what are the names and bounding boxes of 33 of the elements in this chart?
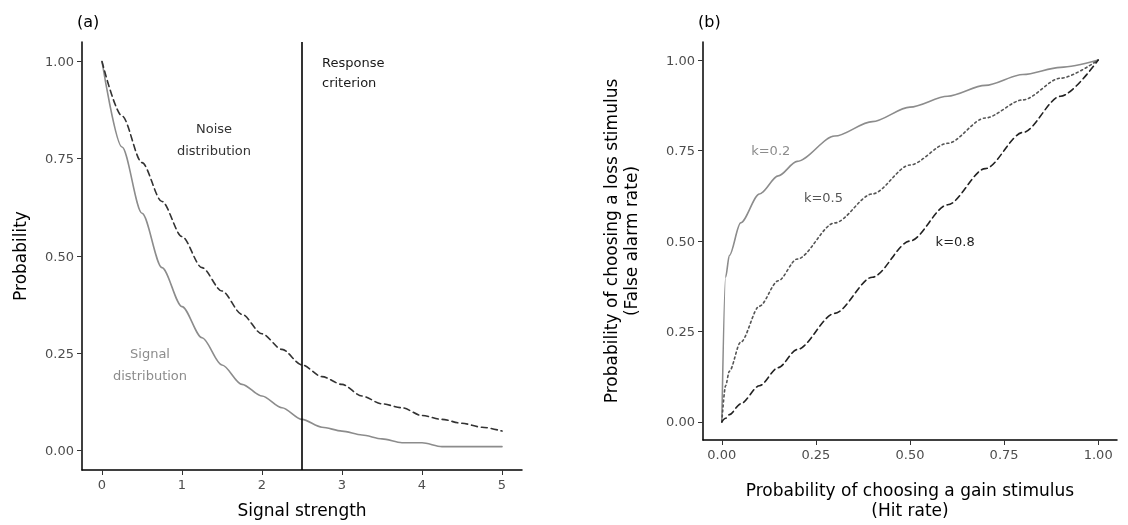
x-tick-label: 0.50 bbox=[895, 447, 925, 462]
x-tick-label: 1.00 bbox=[1083, 447, 1113, 462]
y-tick-label: 0.50 bbox=[45, 248, 74, 264]
x-tick-label: 4 bbox=[417, 477, 427, 492]
ref-line-label: Response criterion bbox=[322, 54, 385, 90]
y-tick-label: 0.25 bbox=[45, 345, 74, 361]
y-tick-label: 0.00 bbox=[666, 414, 695, 430]
x-axis-title: Signal strength bbox=[237, 500, 367, 520]
series-label: Signal distribution bbox=[112, 346, 188, 384]
text: Noise distribution bbox=[176, 120, 252, 158]
x-axis-title: Probability of choosing a gain stimulus (Hit rate) bbox=[745, 480, 1075, 520]
x-tick-label: 5 bbox=[497, 477, 507, 492]
line-series bbox=[721, 59, 1099, 423]
x-tick-label: 0.00 bbox=[707, 447, 737, 462]
x-tick-label: 0 bbox=[97, 477, 107, 492]
y-tick-label: 0.50 bbox=[666, 233, 695, 249]
y-tick-label: 1.00 bbox=[666, 52, 695, 68]
series-label: k=0.8 bbox=[935, 233, 975, 249]
x-tick-label: 0.75 bbox=[989, 447, 1019, 462]
y-tick-label: 0.75 bbox=[45, 151, 74, 167]
chart-title: (b) bbox=[698, 11, 721, 31]
x-tick-label: 2 bbox=[257, 477, 267, 492]
y-tick-label: 0.75 bbox=[666, 143, 695, 159]
series-label: k=0.2 bbox=[751, 143, 791, 159]
x-tick-label: 1 bbox=[177, 477, 187, 492]
y-axis-title: Probability bbox=[10, 211, 30, 301]
y-tick-label: 0.25 bbox=[666, 323, 695, 339]
x-tick-label: 3 bbox=[337, 477, 347, 492]
y-tick-label: 1.00 bbox=[45, 53, 74, 69]
series-label: k=0.5 bbox=[803, 190, 843, 206]
y-axis-title: Probability of choosing a loss stimulus (False alarm rate) bbox=[601, 78, 641, 404]
chart-title: (a) bbox=[77, 11, 100, 31]
x-tick-label: 0.25 bbox=[801, 447, 831, 462]
